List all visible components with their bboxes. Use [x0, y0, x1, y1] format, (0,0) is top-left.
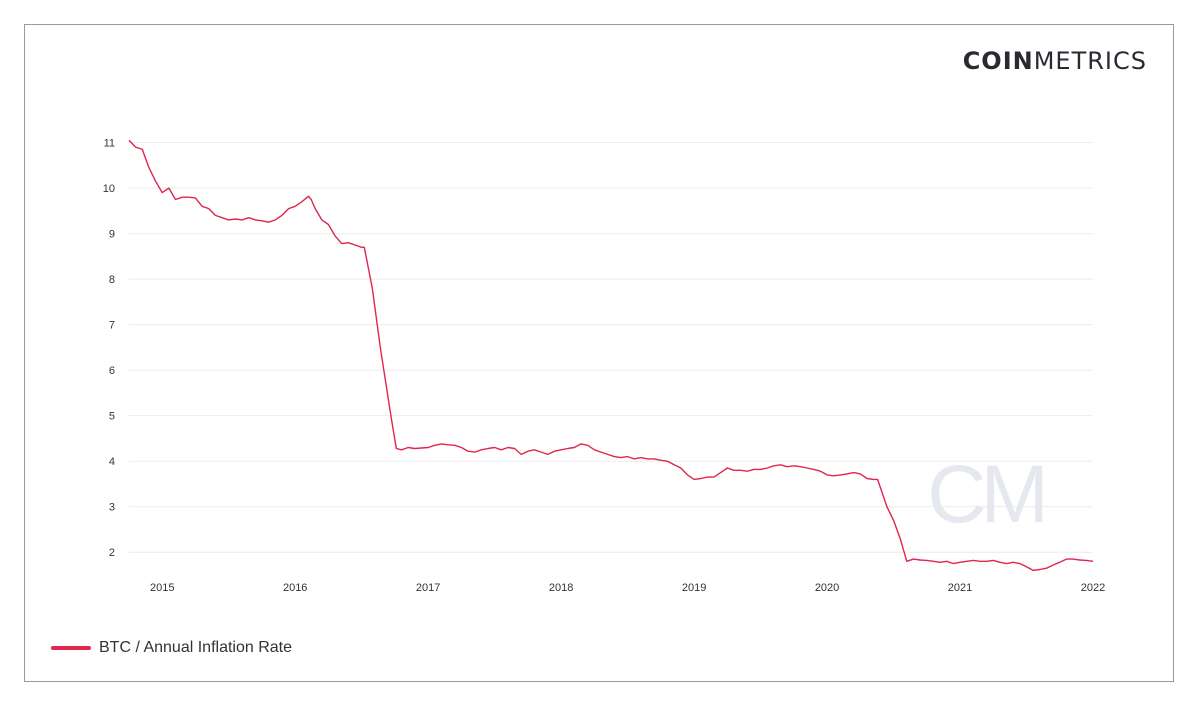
x-tick-label: 2019	[682, 582, 706, 594]
x-tick-label: 2016	[283, 582, 307, 594]
legend[interactable]: BTC / Annual Inflation Rate	[51, 639, 292, 657]
y-tick-label: 11	[104, 138, 115, 150]
legend-label: BTC / Annual Inflation Rate	[99, 639, 292, 656]
y-tick-label: 4	[109, 456, 115, 468]
y-tick-label: 2	[109, 547, 115, 559]
coinmetrics-logo: COINMETRICS	[963, 47, 1147, 75]
cm-watermark: CM	[927, 449, 1043, 540]
inflation-rate-line	[128, 139, 1094, 572]
logo-part-coin: COIN	[962, 47, 1034, 75]
y-axis-ticks: 2 3 4 5 6 7 8 9 10 11	[103, 138, 115, 560]
x-tick-label: 2017	[416, 582, 440, 594]
grid-lines	[129, 142, 1093, 553]
x-axis-ticks: 2015 2016 2017 2018 2019 2020 2021 2022	[150, 582, 1105, 594]
x-tick-label: 2015	[150, 582, 174, 594]
y-tick-label: 6	[109, 365, 115, 377]
x-tick-label: 2022	[1081, 582, 1105, 594]
y-tick-label: 8	[109, 274, 115, 286]
y-tick-label: 7	[109, 320, 115, 332]
y-tick-label: 9	[109, 229, 115, 241]
y-tick-label: 5	[109, 411, 115, 423]
chart-frame: COINMETRICS CM 2 3 4 5 6 7 8 9 10 11 2015 2016 2017…	[24, 24, 1174, 682]
logo-part-metrics: METRICS	[1033, 47, 1147, 75]
y-tick-label: 10	[103, 183, 115, 195]
y-tick-label: 3	[109, 502, 115, 514]
line-chart: CM 2 3 4 5 6 7 8 9 10 11 2015 2016 2017 2018 2019 2020…	[103, 138, 1105, 594]
x-tick-label: 2021	[948, 582, 972, 594]
x-tick-label: 2018	[549, 582, 573, 594]
x-tick-label: 2020	[815, 582, 839, 594]
legend-swatch	[51, 646, 91, 650]
